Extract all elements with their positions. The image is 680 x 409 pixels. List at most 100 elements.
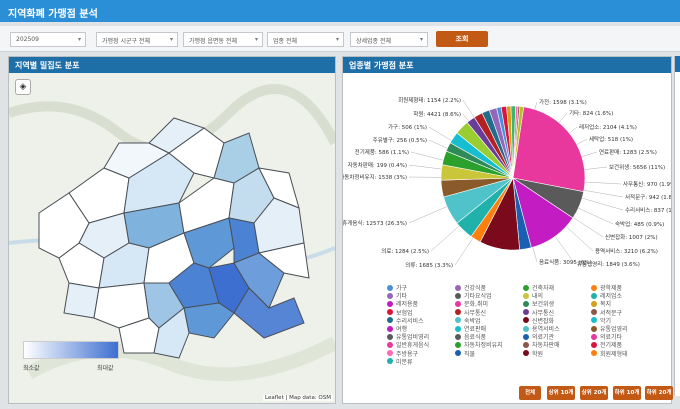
layers-icon[interactable]: ◈	[15, 79, 31, 95]
legend-item[interactable]: 레저용품	[387, 299, 418, 308]
legend-item[interactable]: 보험업	[387, 308, 413, 317]
legend-swatch	[523, 350, 529, 357]
legend-swatch	[387, 350, 393, 357]
legend-swatch	[387, 325, 393, 332]
legend-item[interactable]: 의료기관	[523, 332, 554, 341]
pie-leader-line	[581, 151, 598, 157]
legend-item[interactable]: 미분류	[387, 357, 413, 366]
legend-label: 회원제형태	[600, 350, 628, 358]
legend-item[interactable]: 회원제형태	[591, 349, 628, 358]
legend-label: 숙박업	[464, 317, 481, 325]
pie-slice[interactable]	[512, 106, 586, 193]
pie-data-label: 서적문구: 942 (1.8%)	[625, 193, 671, 201]
legend-item[interactable]: 사무통신	[455, 308, 486, 317]
choropleth-map[interactable]	[9, 73, 335, 403]
legend-item[interactable]: 유통업비영리	[387, 332, 429, 341]
map-attribution[interactable]: Leaflet | Map data: OSM	[263, 395, 333, 401]
detail-industry-select[interactable]: 상세업종 전체 ▾	[350, 32, 428, 47]
pie-slice[interactable]	[512, 106, 525, 179]
region-25	[38, 192, 90, 259]
region-29	[257, 242, 310, 279]
top20-button[interactable]: 상위 20개	[580, 386, 608, 400]
industry-pie-chart: 회원제형태: 1154 (2.2%) 학원: 4421 (8.6%) 가구: 506…	[343, 96, 671, 269]
legend-swatch	[387, 333, 393, 340]
pie-data-label: 레저업소: 2104 (4.1%)	[579, 123, 637, 131]
chevron-down-icon: ▾	[77, 36, 81, 43]
legend-item[interactable]: 유통업영리	[591, 324, 628, 333]
legend-item[interactable]: 의료기타	[591, 332, 622, 341]
pie-data-label: 학원: 4421 (8.6%)	[413, 110, 461, 118]
chart-panel: 업종별 가맹점 분포 회원제형태: 1154 (2.2%) 학원: 4421 (8…	[342, 56, 672, 404]
legend-swatch	[455, 292, 461, 299]
pie-leader-line	[462, 113, 469, 122]
pie-leader-line	[532, 247, 538, 263]
bottom20-button[interactable]: 하위 20개	[645, 386, 673, 400]
legend-item[interactable]: 복지	[591, 299, 611, 308]
legend-swatch	[455, 309, 461, 316]
search-button[interactable]: 조회	[436, 31, 488, 47]
chart-panel-title: 업종별 가맹점 분포	[343, 57, 671, 73]
legend-swatch	[523, 341, 529, 348]
legend-label: 주방용구	[396, 350, 419, 358]
region-20	[233, 252, 285, 309]
legend-item[interactable]: 자동차정비유지	[455, 340, 503, 349]
map-panel-title: 지역별 밀집도 분포	[9, 57, 335, 73]
legend-item[interactable]: 건축자재	[523, 283, 554, 292]
pie-leader-line	[554, 236, 576, 265]
legend-item[interactable]: 기타요식업	[455, 291, 492, 300]
pie-data-label: 보건위생: 5656 (11%)	[609, 163, 665, 171]
legend-item[interactable]: 문화,취미	[455, 299, 488, 308]
pie-leader-line	[584, 166, 608, 170]
legend-item[interactable]: 사무통신	[523, 308, 554, 317]
legend-item[interactable]: 연료판매	[455, 324, 486, 333]
pie-leader-line	[408, 164, 442, 170]
legend-label: 학원	[532, 350, 544, 358]
legend-item[interactable]: 전기제품	[591, 340, 622, 349]
legend-item[interactable]: 숙박업	[455, 316, 481, 325]
legend-swatch	[523, 300, 529, 307]
legend-item[interactable]: 가구	[387, 283, 407, 292]
pie-data-label: 의류: 1685 (3.3%)	[405, 262, 453, 269]
sigungu-select[interactable]: 가맹점 시군구 전체 ▾	[96, 32, 178, 47]
legend-item[interactable]: 일반휴게음식	[387, 340, 429, 349]
legend-item[interactable]: 음료식품	[455, 332, 486, 341]
pie-data-label: 의료: 1284 (2.5%)	[381, 248, 429, 255]
legend-label: 보건위생	[532, 301, 555, 309]
legend-swatch	[523, 333, 529, 340]
bottom10-button[interactable]: 하위 10개	[613, 386, 641, 400]
emd-select[interactable]: 가맹점 읍면동 전체 ▾	[183, 32, 263, 47]
chevron-down-icon: ▾	[419, 36, 423, 43]
pie-leader-line	[566, 226, 594, 252]
pie-data-label: 자동차정비유지: 1538 (3%)	[343, 173, 407, 181]
legend-swatch	[455, 350, 461, 357]
legend-label: 복지	[600, 301, 612, 309]
pie-data-label: 신변잡화: 1007 (2%)	[605, 233, 658, 241]
legend-item[interactable]: 직물	[455, 349, 475, 358]
map-view[interactable]: ◈ 최소값 최대값 Leaflet | Map data: OSM	[9, 73, 335, 403]
legend-swatch	[455, 325, 461, 332]
legend-item[interactable]: 학원	[523, 349, 543, 358]
date-select[interactable]: 202509 ▾	[10, 32, 86, 47]
legend-item[interactable]: 자동차판매	[523, 340, 560, 349]
legend-swatch	[591, 309, 597, 316]
industry-select[interactable]: 업종 전체 ▾	[267, 32, 344, 47]
legend-item[interactable]: 용역서비스	[523, 324, 560, 333]
all-button[interactable]: 전체	[519, 386, 541, 400]
legend-item[interactable]: 레저업소	[591, 291, 622, 300]
top10-button[interactable]: 상위 10개	[547, 386, 575, 400]
legend-item[interactable]: 신변잡화	[523, 316, 554, 325]
legend-item[interactable]: 수리서비스	[387, 316, 424, 325]
legend-item[interactable]: 광학제품	[591, 283, 622, 292]
detail-industry-select-value: 상세업종 전체	[356, 38, 392, 45]
legend-swatch	[591, 333, 597, 340]
legend-item[interactable]: 여행	[387, 324, 407, 333]
pie-leader-line	[573, 217, 604, 238]
legend-item[interactable]: 보건위생	[523, 299, 554, 308]
region-26	[148, 117, 206, 154]
legend-item[interactable]: 서적문구	[591, 308, 622, 317]
legend-item[interactable]: 건강식품	[455, 283, 486, 292]
legend-item[interactable]: 악기	[591, 316, 611, 325]
legend-item[interactable]: 주방용구	[387, 349, 418, 358]
legend-item[interactable]: 기타	[387, 291, 407, 300]
legend-item[interactable]: 내의	[523, 291, 543, 300]
